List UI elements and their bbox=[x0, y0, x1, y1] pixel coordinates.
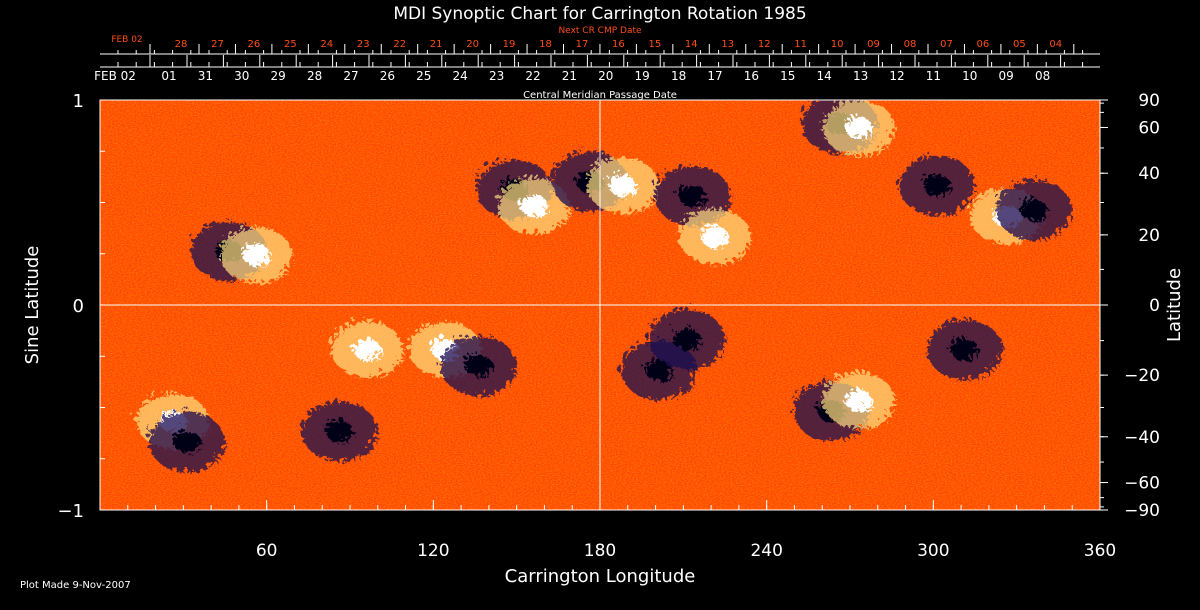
next-cmp-tick-label: 09 bbox=[867, 39, 880, 50]
positive-region-core bbox=[605, 171, 634, 193]
cmp-tick-label: 15 bbox=[780, 69, 795, 83]
cmp-tick-label: 29 bbox=[271, 69, 286, 83]
y-axis-label-left: Sine Latitude bbox=[22, 246, 43, 365]
y-right-tick-label: 90 bbox=[1138, 91, 1160, 111]
next-cmp-tick-label: 11 bbox=[794, 39, 807, 50]
y-left-tick-label: 0 bbox=[73, 296, 84, 317]
cmp-tick-label: 21 bbox=[562, 69, 577, 83]
next-cmp-tick-label: 15 bbox=[648, 39, 661, 50]
cmp-tick-label: 17 bbox=[707, 69, 722, 83]
next-cmp-tick-label: 18 bbox=[539, 39, 552, 50]
x-tick-label: 120 bbox=[417, 541, 449, 561]
positive-region-core bbox=[841, 386, 870, 409]
cmp-tick-label: 23 bbox=[489, 69, 504, 83]
y-right-tick-label: 0 bbox=[1149, 296, 1160, 316]
chart-title: MDI Synoptic Chart for Carrington Rotati… bbox=[393, 4, 806, 24]
y-left-tick-label: 1 bbox=[73, 91, 84, 112]
next-cmp-tick-label: 17 bbox=[576, 39, 589, 50]
next-cmp-tick-label: 10 bbox=[831, 39, 844, 50]
x-tick-label: 300 bbox=[917, 541, 949, 561]
next-cmp-tick-label: 16 bbox=[612, 39, 625, 50]
cmp-tick-label: 01 bbox=[161, 69, 176, 83]
y-right-tick-label: −60 bbox=[1124, 474, 1160, 494]
y-right-tick-label: 60 bbox=[1138, 118, 1160, 138]
negative-region-core bbox=[641, 355, 670, 378]
cmp-tick-label: 11 bbox=[926, 69, 941, 83]
negative-region-core bbox=[674, 181, 703, 204]
y-left-tick-label: −1 bbox=[57, 501, 84, 522]
x-axis-label: Carrington Longitude bbox=[505, 566, 696, 587]
next-cmp-tick-label: 22 bbox=[393, 39, 406, 50]
negative-region-core bbox=[169, 427, 198, 450]
cmp-tick-label: 24 bbox=[453, 69, 468, 83]
negative-region-core bbox=[461, 351, 489, 374]
x-tick-label: 360 bbox=[1084, 541, 1116, 561]
y-right-tick-label: −40 bbox=[1124, 428, 1160, 448]
cmp-tick-label: 13 bbox=[853, 69, 868, 83]
cmp-tick-label: 31 bbox=[198, 69, 213, 83]
axes: 60 120 180 240 300 36010−1906040200−20−40−60−… bbox=[57, 35, 1160, 561]
next-cmp-tick-label: 23 bbox=[357, 39, 370, 50]
active-regions bbox=[133, 100, 1069, 469]
next-cmp-tick-label: 27 bbox=[211, 39, 224, 50]
cmp-tick-label: 20 bbox=[598, 69, 613, 83]
next-cmp-tick-label: 28 bbox=[175, 39, 188, 50]
x-tick-label: 240 bbox=[750, 541, 782, 561]
cmp-tick-label: 19 bbox=[635, 69, 650, 83]
next-cmp-tick-label: 12 bbox=[758, 39, 771, 50]
positive-region-core bbox=[697, 222, 726, 245]
next-cmp-tick-label: 04 bbox=[1049, 39, 1062, 50]
next-cmp-tick-label: 21 bbox=[430, 39, 443, 50]
cmp-tick-label: 08 bbox=[1035, 69, 1050, 83]
negative-region-core bbox=[1016, 195, 1045, 218]
next-cmp-tick-label: 26 bbox=[248, 39, 261, 50]
cmp-tick-label: 18 bbox=[671, 69, 686, 83]
plot-made-footer: Plot Made 9-Nov-2007 bbox=[20, 580, 131, 591]
y-right-tick-label: −90 bbox=[1124, 501, 1160, 521]
positive-region-core bbox=[238, 240, 267, 263]
cmp-tick-label: 14 bbox=[817, 69, 832, 83]
next-cmp-tick-label: 24 bbox=[320, 39, 333, 50]
negative-region-core bbox=[919, 171, 948, 193]
next-cmp-tick-label: 08 bbox=[904, 39, 917, 50]
x-tick-label: 180 bbox=[584, 541, 616, 561]
x-tick-label: 60 bbox=[256, 541, 278, 561]
next-cmp-tick-label: 13 bbox=[721, 39, 734, 50]
positive-region-core bbox=[349, 335, 378, 357]
next-cmp-tick-label: 19 bbox=[503, 39, 516, 50]
cmp-tick-label: 30 bbox=[234, 69, 249, 83]
positive-region-core bbox=[516, 191, 545, 214]
negative-region-core bbox=[947, 335, 976, 357]
negative-region-core bbox=[322, 417, 351, 439]
cmp-tick-label: FEB 02 bbox=[94, 69, 136, 83]
y-right-tick-label: 20 bbox=[1138, 226, 1160, 246]
y-right-tick-label: −20 bbox=[1124, 366, 1160, 386]
next-cmp-tick-label: 14 bbox=[685, 39, 698, 50]
cmp-tick-label: 25 bbox=[416, 69, 431, 83]
cmp-tick-label: 28 bbox=[307, 69, 322, 83]
cmp-tick-label: 10 bbox=[962, 69, 977, 83]
next-cmp-tick-label: FEB 02 bbox=[111, 35, 142, 45]
cmp-tick-label: 26 bbox=[380, 69, 395, 83]
cmp-tick-label: 09 bbox=[999, 69, 1014, 83]
cmp-tick-label: 16 bbox=[744, 69, 759, 83]
next-cmp-tick-label: 05 bbox=[1013, 39, 1026, 50]
next-cmp-tick-label: 25 bbox=[284, 39, 297, 50]
cmp-tick-label: 22 bbox=[525, 69, 540, 83]
next-cmp-axis-title: Next CR CMP Date bbox=[558, 26, 642, 36]
cmp-tick-label: 12 bbox=[889, 69, 904, 83]
y-axis-label-right: Latitude bbox=[1164, 268, 1185, 342]
next-cmp-tick-label: 07 bbox=[940, 39, 953, 50]
cmp-tick-label: 27 bbox=[343, 69, 358, 83]
positive-region-core bbox=[841, 113, 870, 136]
y-right-tick-label: 40 bbox=[1138, 164, 1160, 184]
cmp-axis-title: Central Meridian Passage Date bbox=[523, 90, 677, 101]
next-cmp-tick-label: 20 bbox=[466, 39, 479, 50]
negative-region-core bbox=[669, 324, 698, 347]
next-cmp-tick-label: 06 bbox=[977, 39, 990, 50]
